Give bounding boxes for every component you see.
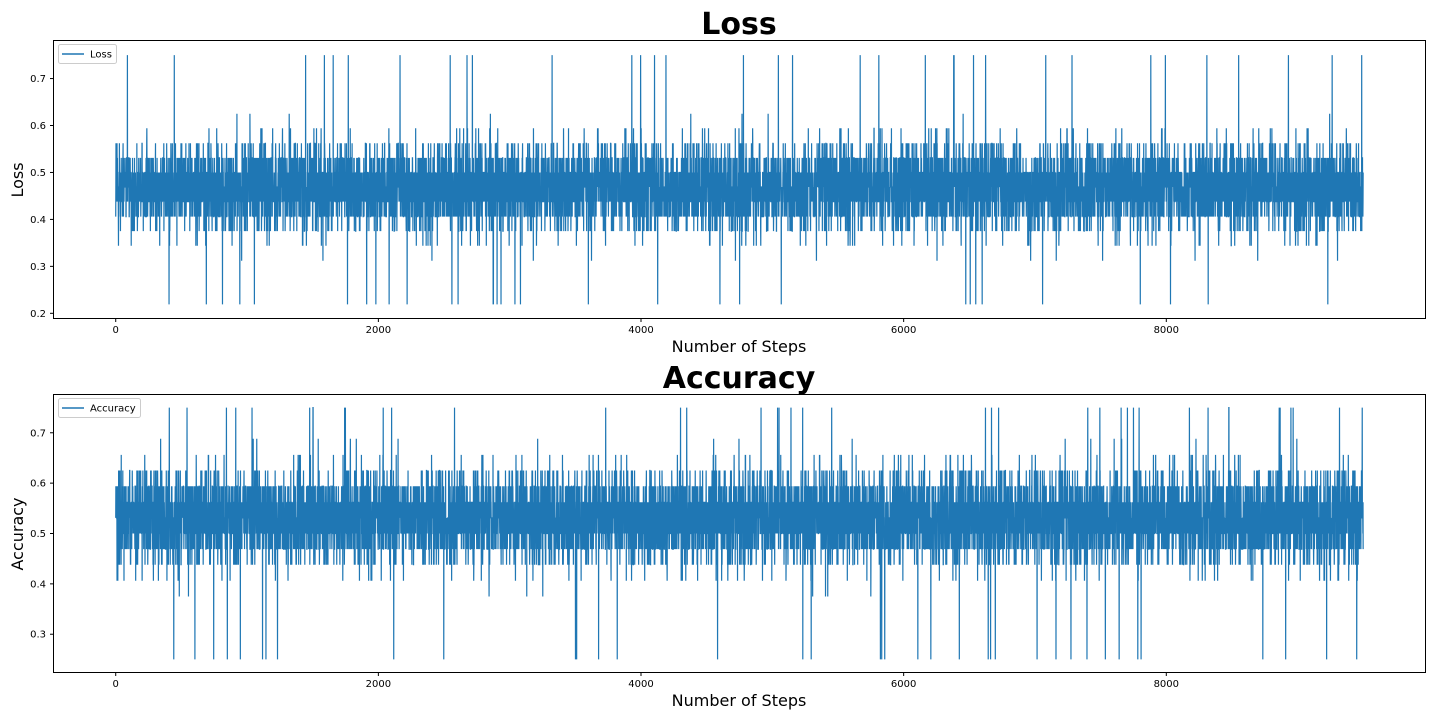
loss-legend-box [58,44,117,64]
loss-y-ticks: 0.2 0.3 0.4 0.5 0.6 0.7 [30,74,54,320]
accuracy-x-tick-label: 4000 [628,679,653,690]
loss-plot-area [115,55,1364,305]
accuracy-chart: Accuracy 0 2000 4000 6000 8000 0.30.40.50.60… [8,361,1426,710]
loss-chart: Loss 0 2000 4000 6000 8000 0.20.30.40.50.60.… [8,7,1426,356]
accuracy-plot-area [115,407,1364,660]
accuracy-chart-title: Accuracy [663,361,816,396]
loss-x-tick-label: 6000 [891,325,916,336]
loss-y-tick-label: 0.3 [30,262,46,273]
loss-chart-title: Loss [701,7,776,42]
accuracy-y-tick-label: 0.3 [30,630,46,641]
accuracy-y-tick-label: 0.6 [30,479,46,490]
loss-y-tick-label: 0.2 [30,309,46,320]
accuracy-x-ticks: 0 2000 4000 6000 8000 [113,672,1179,690]
loss-legend: Loss [58,44,117,64]
accuracy-series-line [115,407,1364,660]
loss-x-tick-label: 8000 [1154,325,1179,336]
loss-series-line [115,55,1364,305]
loss-y-tick-label: 0.4 [30,215,46,226]
loss-legend-label: Loss [90,50,112,61]
accuracy-x-axis-label: Number of Steps [672,691,807,710]
loss-x-ticks: 0 2000 4000 6000 8000 [113,318,1179,336]
loss-y-axis-label: Loss [8,162,27,197]
loss-axes-frame [53,40,1426,319]
loss-y-tick-label: 0.5 [30,168,46,179]
accuracy-legend-label: Accuracy [90,404,136,415]
accuracy-x-tick-label: 8000 [1154,679,1179,690]
accuracy-y-tick-label: 0.5 [30,529,46,540]
loss-x-tick-label: 4000 [628,325,653,336]
loss-x-tick-label: 0 [113,325,119,336]
accuracy-x-tick-label: 0 [113,679,119,690]
loss-x-axis-label: Number of Steps [672,337,807,356]
accuracy-x-tick-label: 6000 [891,679,916,690]
loss-y-tick-label: 0.7 [30,74,46,85]
accuracy-y-axis-label: Accuracy [8,497,27,570]
accuracy-x-tick-label: 2000 [366,679,391,690]
accuracy-legend: Accuracy [58,398,141,418]
accuracy-y-tick-label: 0.7 [30,428,46,439]
loss-x-tick-label: 2000 [366,325,391,336]
accuracy-legend-box [58,398,141,418]
accuracy-y-tick-label: 0.4 [30,579,46,590]
accuracy-y-ticks: 0.3 0.4 0.5 0.6 0.7 [30,428,54,641]
loss-y-tick-label: 0.6 [30,121,46,132]
